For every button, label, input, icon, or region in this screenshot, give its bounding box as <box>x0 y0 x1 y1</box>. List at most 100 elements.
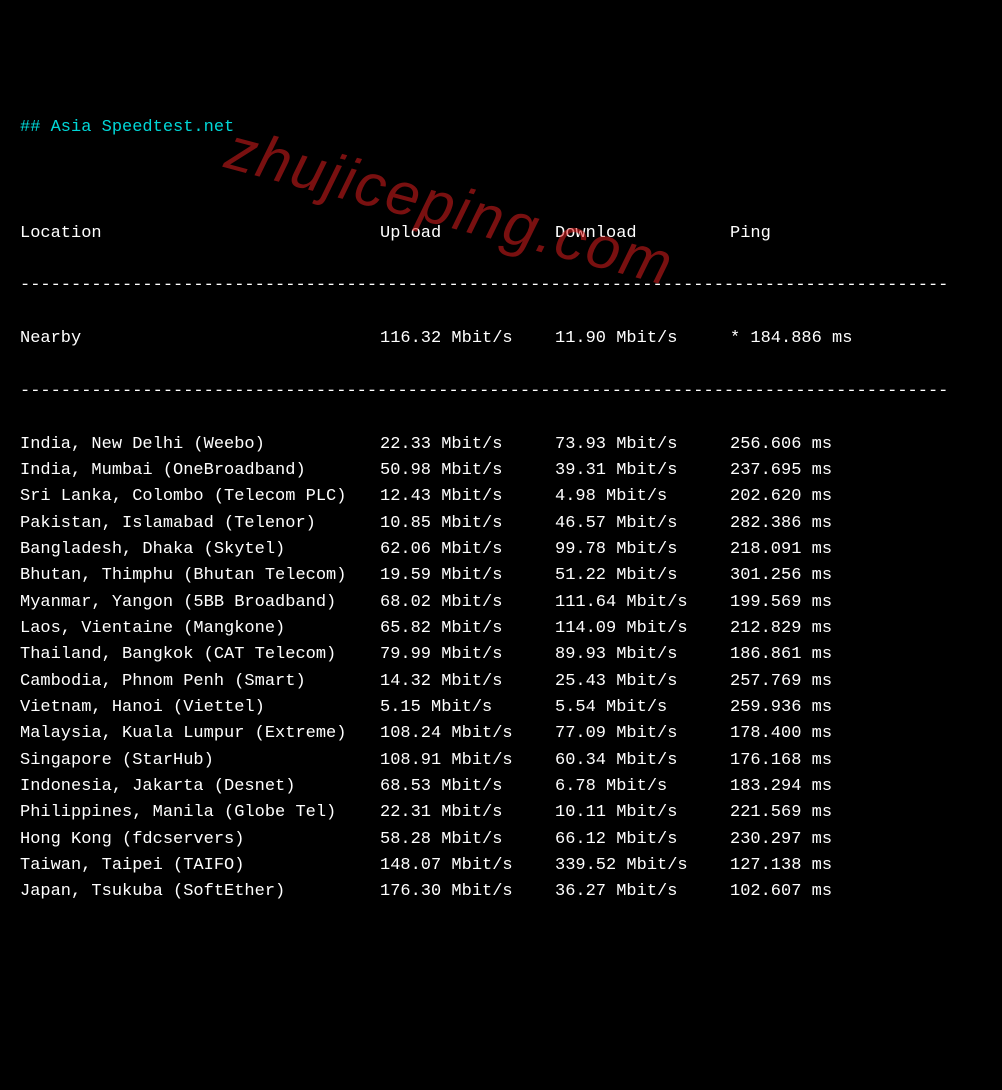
cell-location: Philippines, Manila (Globe Tel) <box>20 800 380 826</box>
cell-location: India, New Delhi (Weebo) <box>20 432 380 458</box>
cell-location: Vietnam, Hanoi (Viettel) <box>20 695 380 721</box>
cell-upload: 108.24 Mbit/s <box>380 721 555 747</box>
table-row: Bangladesh, Dhaka (Skytel)62.06 Mbit/s99… <box>20 537 982 563</box>
cell-upload: 62.06 Mbit/s <box>380 537 555 563</box>
cell-download: 114.09 Mbit/s <box>555 616 730 642</box>
cell-upload: 50.98 Mbit/s <box>380 458 555 484</box>
cell-location: Myanmar, Yangon (5BB Broadband) <box>20 590 380 616</box>
cell-download: 46.57 Mbit/s <box>555 511 730 537</box>
table-row: Thailand, Bangkok (CAT Telecom)79.99 Mbi… <box>20 642 982 668</box>
cell-download: 339.52 Mbit/s <box>555 853 730 879</box>
cell-location: Malaysia, Kuala Lumpur (Extreme) <box>20 721 380 747</box>
table-row: Sri Lanka, Colombo (Telecom PLC)12.43 Mb… <box>20 484 982 510</box>
header-location: Location <box>20 221 380 247</box>
cell-download: 99.78 Mbit/s <box>555 537 730 563</box>
cell-download: 4.98 Mbit/s <box>555 484 730 510</box>
cell-upload: 148.07 Mbit/s <box>380 853 555 879</box>
cell-ping: 257.769 ms <box>730 669 832 695</box>
table-row: Singapore (StarHub)108.91 Mbit/s60.34 Mb… <box>20 748 982 774</box>
table-row: India, Mumbai (OneBroadband)50.98 Mbit/s… <box>20 458 982 484</box>
table-row: Bhutan, Thimphu (Bhutan Telecom)19.59 Mb… <box>20 563 982 589</box>
cell-ping: 102.607 ms <box>730 879 832 905</box>
cell-location: Singapore (StarHub) <box>20 748 380 774</box>
cell-upload: 65.82 Mbit/s <box>380 616 555 642</box>
table-row: India, New Delhi (Weebo)22.33 Mbit/s73.9… <box>20 432 982 458</box>
cell-upload: 22.31 Mbit/s <box>380 800 555 826</box>
cell-download: 5.54 Mbit/s <box>555 695 730 721</box>
cell-ping: 183.294 ms <box>730 774 832 800</box>
nearby-location: Nearby <box>20 326 380 352</box>
cell-ping: 230.297 ms <box>730 827 832 853</box>
nearby-row: Nearby116.32 Mbit/s11.90 Mbit/s* 184.886… <box>20 326 982 352</box>
cell-location: Japan, Tsukuba (SoftEther) <box>20 879 380 905</box>
cell-location: Pakistan, Islamabad (Telenor) <box>20 511 380 537</box>
cell-upload: 14.32 Mbit/s <box>380 669 555 695</box>
section-title: ## Asia Speedtest.net <box>20 115 982 141</box>
cell-location: Thailand, Bangkok (CAT Telecom) <box>20 642 380 668</box>
table-header: LocationUploadDownloadPing <box>20 221 982 247</box>
cell-ping: 199.569 ms <box>730 590 832 616</box>
cell-upload: 176.30 Mbit/s <box>380 879 555 905</box>
table-row: Myanmar, Yangon (5BB Broadband)68.02 Mbi… <box>20 590 982 616</box>
nearby-ping: * 184.886 ms <box>730 326 852 352</box>
cell-upload: 108.91 Mbit/s <box>380 748 555 774</box>
table-row: Taiwan, Taipei (TAIFO)148.07 Mbit/s339.5… <box>20 853 982 879</box>
cell-ping: 218.091 ms <box>730 537 832 563</box>
cell-download: 39.31 Mbit/s <box>555 458 730 484</box>
cell-location: Laos, Vientaine (Mangkone) <box>20 616 380 642</box>
cell-download: 111.64 Mbit/s <box>555 590 730 616</box>
cell-location: Taiwan, Taipei (TAIFO) <box>20 853 380 879</box>
cell-ping: 202.620 ms <box>730 484 832 510</box>
cell-upload: 10.85 Mbit/s <box>380 511 555 537</box>
cell-download: 77.09 Mbit/s <box>555 721 730 747</box>
table-row: Malaysia, Kuala Lumpur (Extreme)108.24 M… <box>20 721 982 747</box>
table-row: Laos, Vientaine (Mangkone)65.82 Mbit/s11… <box>20 616 982 642</box>
cell-download: 89.93 Mbit/s <box>555 642 730 668</box>
cell-ping: 212.829 ms <box>730 616 832 642</box>
cell-location: Hong Kong (fdcservers) <box>20 827 380 853</box>
cell-ping: 282.386 ms <box>730 511 832 537</box>
cell-location: Bangladesh, Dhaka (Skytel) <box>20 537 380 563</box>
cell-upload: 19.59 Mbit/s <box>380 563 555 589</box>
table-row: Pakistan, Islamabad (Telenor)10.85 Mbit/… <box>20 511 982 537</box>
cell-download: 73.93 Mbit/s <box>555 432 730 458</box>
cell-location: Sri Lanka, Colombo (Telecom PLC) <box>20 484 380 510</box>
cell-upload: 58.28 Mbit/s <box>380 827 555 853</box>
table-row: Vietnam, Hanoi (Viettel)5.15 Mbit/s5.54 … <box>20 695 982 721</box>
cell-location: Bhutan, Thimphu (Bhutan Telecom) <box>20 563 380 589</box>
cell-download: 36.27 Mbit/s <box>555 879 730 905</box>
cell-location: Indonesia, Jakarta (Desnet) <box>20 774 380 800</box>
cell-download: 10.11 Mbit/s <box>555 800 730 826</box>
cell-download: 60.34 Mbit/s <box>555 748 730 774</box>
cell-ping: 259.936 ms <box>730 695 832 721</box>
cell-ping: 237.695 ms <box>730 458 832 484</box>
cell-ping: 221.569 ms <box>730 800 832 826</box>
cell-location: India, Mumbai (OneBroadband) <box>20 458 380 484</box>
header-upload: Upload <box>380 221 555 247</box>
cell-ping: 178.400 ms <box>730 721 832 747</box>
blank-line <box>20 168 982 194</box>
cell-upload: 79.99 Mbit/s <box>380 642 555 668</box>
cell-upload: 22.33 Mbit/s <box>380 432 555 458</box>
cell-upload: 68.53 Mbit/s <box>380 774 555 800</box>
table-row: Cambodia, Phnom Penh (Smart)14.32 Mbit/s… <box>20 669 982 695</box>
cell-ping: 301.256 ms <box>730 563 832 589</box>
cell-location: Cambodia, Phnom Penh (Smart) <box>20 669 380 695</box>
cell-ping: 127.138 ms <box>730 853 832 879</box>
nearby-upload: 116.32 Mbit/s <box>380 326 555 352</box>
cell-upload: 12.43 Mbit/s <box>380 484 555 510</box>
table-row: Philippines, Manila (Globe Tel)22.31 Mbi… <box>20 800 982 826</box>
cell-upload: 5.15 Mbit/s <box>380 695 555 721</box>
nearby-download: 11.90 Mbit/s <box>555 326 730 352</box>
cell-download: 51.22 Mbit/s <box>555 563 730 589</box>
header-download: Download <box>555 221 730 247</box>
header-ping: Ping <box>730 221 771 247</box>
table-row: Japan, Tsukuba (SoftEther)176.30 Mbit/s3… <box>20 879 982 905</box>
divider-mid: ----------------------------------------… <box>20 379 982 405</box>
table-row: Indonesia, Jakarta (Desnet)68.53 Mbit/s6… <box>20 774 982 800</box>
cell-download: 25.43 Mbit/s <box>555 669 730 695</box>
cell-download: 66.12 Mbit/s <box>555 827 730 853</box>
cell-download: 6.78 Mbit/s <box>555 774 730 800</box>
cell-ping: 256.606 ms <box>730 432 832 458</box>
divider-top: ----------------------------------------… <box>20 273 982 299</box>
